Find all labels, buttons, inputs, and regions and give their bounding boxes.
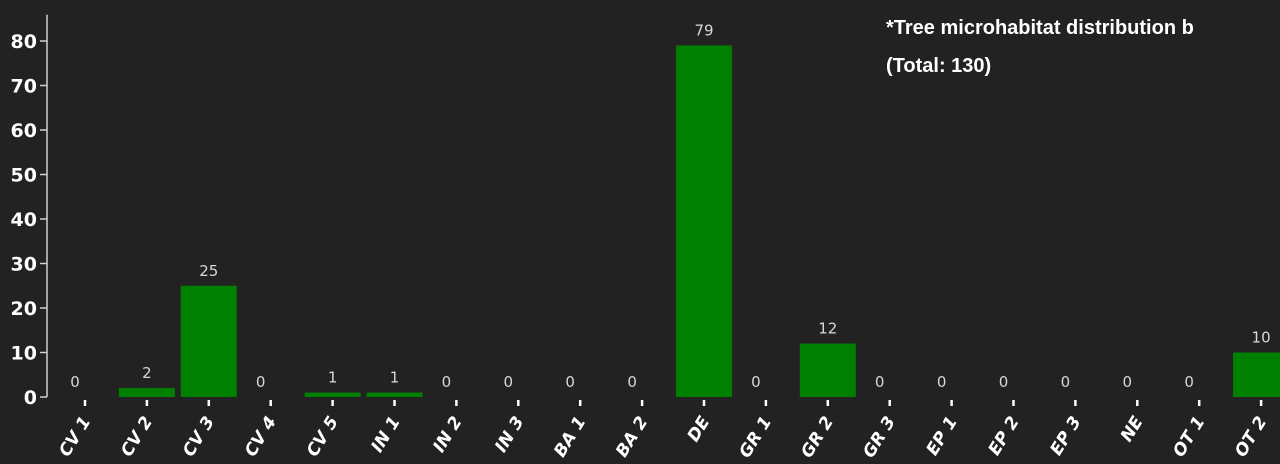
category-label: GR 2 <box>797 413 838 462</box>
data-label: 0 <box>627 373 637 391</box>
data-label: 0 <box>1123 373 1133 391</box>
category-label: EP 3 <box>1047 413 1086 459</box>
y-tick-label: 70 <box>11 76 37 98</box>
data-label: 0 <box>937 373 947 391</box>
data-label: 10 <box>1252 329 1271 347</box>
data-label: 0 <box>256 373 266 391</box>
category-label: CV 5 <box>303 413 343 460</box>
data-label: 0 <box>1061 373 1071 391</box>
bar <box>366 392 423 397</box>
bar <box>1233 352 1280 397</box>
category-label: OT 2 <box>1231 413 1271 461</box>
data-label: 79 <box>694 21 713 39</box>
data-label: 0 <box>751 373 761 391</box>
category-label: BA 1 <box>550 413 590 461</box>
category-label: OT 1 <box>1169 413 1209 461</box>
category-label: GR 3 <box>859 413 900 462</box>
data-label: 25 <box>199 262 218 280</box>
data-label: 0 <box>70 373 80 391</box>
category-label: CV 1 <box>55 413 95 460</box>
category-label: CV 3 <box>179 413 219 460</box>
category-label: IN 1 <box>367 413 404 456</box>
y-tick-label: 50 <box>11 165 37 187</box>
data-label: 2 <box>142 364 152 382</box>
category-label: CV 2 <box>117 413 157 460</box>
bar <box>799 343 856 397</box>
data-label: 1 <box>390 369 400 387</box>
data-label: 0 <box>1184 373 1194 391</box>
data-label: 1 <box>328 369 338 387</box>
category-label: NE <box>1117 413 1148 446</box>
y-tick-label: 80 <box>11 31 37 53</box>
data-label: 0 <box>504 373 514 391</box>
bar <box>304 392 361 397</box>
y-tick-label: 40 <box>11 209 37 231</box>
category-labels: CV 1 CV 2 CV 3 CV 4 CV 5 IN 1 IN 2 IN 3 BA 1 BA 2… <box>55 413 1271 462</box>
y-tick-label: 60 <box>11 120 37 142</box>
chart-title-line-1: *Tree microhabitat distribution b <box>886 17 1194 39</box>
category-label: IN 2 <box>429 413 466 456</box>
category-label: EP 2 <box>985 413 1024 459</box>
bar <box>118 388 175 397</box>
data-label: 0 <box>442 373 452 391</box>
bars <box>118 45 1280 397</box>
data-label: 0 <box>565 373 575 391</box>
category-label: EP 1 <box>923 413 962 459</box>
chart-title-line-2: (Total: 130) <box>886 55 991 77</box>
bar <box>676 45 732 397</box>
category-label: BA 2 <box>612 413 652 461</box>
y-tick-label: 20 <box>11 298 37 320</box>
category-label: GR 1 <box>735 413 776 462</box>
data-label: 12 <box>818 320 837 338</box>
y-tick-label: 10 <box>11 343 37 365</box>
y-tick-label: 30 <box>11 254 37 276</box>
data-label: 0 <box>999 373 1009 391</box>
data-label: 0 <box>875 373 885 391</box>
category-label: CV 4 <box>241 413 281 460</box>
y-tick-label: 0 <box>24 387 37 409</box>
bar <box>180 285 237 397</box>
category-label: IN 3 <box>491 413 528 456</box>
category-label: DE <box>684 413 715 446</box>
